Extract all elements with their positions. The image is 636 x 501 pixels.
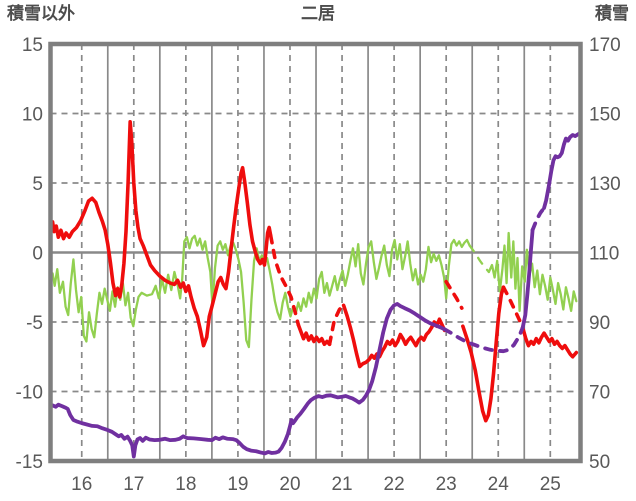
- svg-text:24: 24: [488, 474, 510, 495]
- svg-text:-5: -5: [26, 313, 43, 334]
- right-axis-ticks: 170 150 130 110 90 70 50: [589, 35, 621, 473]
- svg-text:90: 90: [589, 313, 610, 334]
- plot-frame: [48, 41, 583, 464]
- svg-text:110: 110: [589, 244, 619, 265]
- chart-title: 二居: [301, 4, 335, 23]
- svg-text:70: 70: [589, 383, 610, 404]
- svg-text:21: 21: [331, 474, 352, 495]
- red-line: [50, 120, 579, 423]
- svg-text:15: 15: [22, 35, 43, 56]
- svg-text:-10: -10: [16, 383, 43, 404]
- svg-text:150: 150: [589, 105, 621, 126]
- svg-text:10: 10: [22, 105, 43, 126]
- svg-text:18: 18: [175, 474, 196, 495]
- svg-text:19: 19: [227, 474, 248, 495]
- svg-text:20: 20: [279, 474, 300, 495]
- svg-text:50: 50: [589, 452, 610, 473]
- svg-text:0: 0: [32, 244, 43, 265]
- svg-text:170: 170: [589, 35, 621, 56]
- left-axis-title: 積雪以外: [7, 4, 75, 23]
- svg-text:25: 25: [540, 474, 561, 495]
- svg-text:16: 16: [71, 474, 92, 495]
- svg-text:22: 22: [384, 474, 405, 495]
- x-axis-ticks: 16 17 18 19 20 21 22 23 24 25: [71, 474, 561, 495]
- right-axis-title: 積雪: [595, 4, 629, 23]
- svg-text:23: 23: [436, 474, 457, 495]
- left-axis-ticks: 15 10 5 0 -5 -10 -15: [16, 35, 43, 473]
- svg-text:5: 5: [32, 174, 43, 195]
- svg-text:-15: -15: [16, 452, 43, 473]
- svg-text:17: 17: [123, 474, 144, 495]
- svg-text:130: 130: [589, 174, 621, 195]
- purple-line: [50, 131, 581, 459]
